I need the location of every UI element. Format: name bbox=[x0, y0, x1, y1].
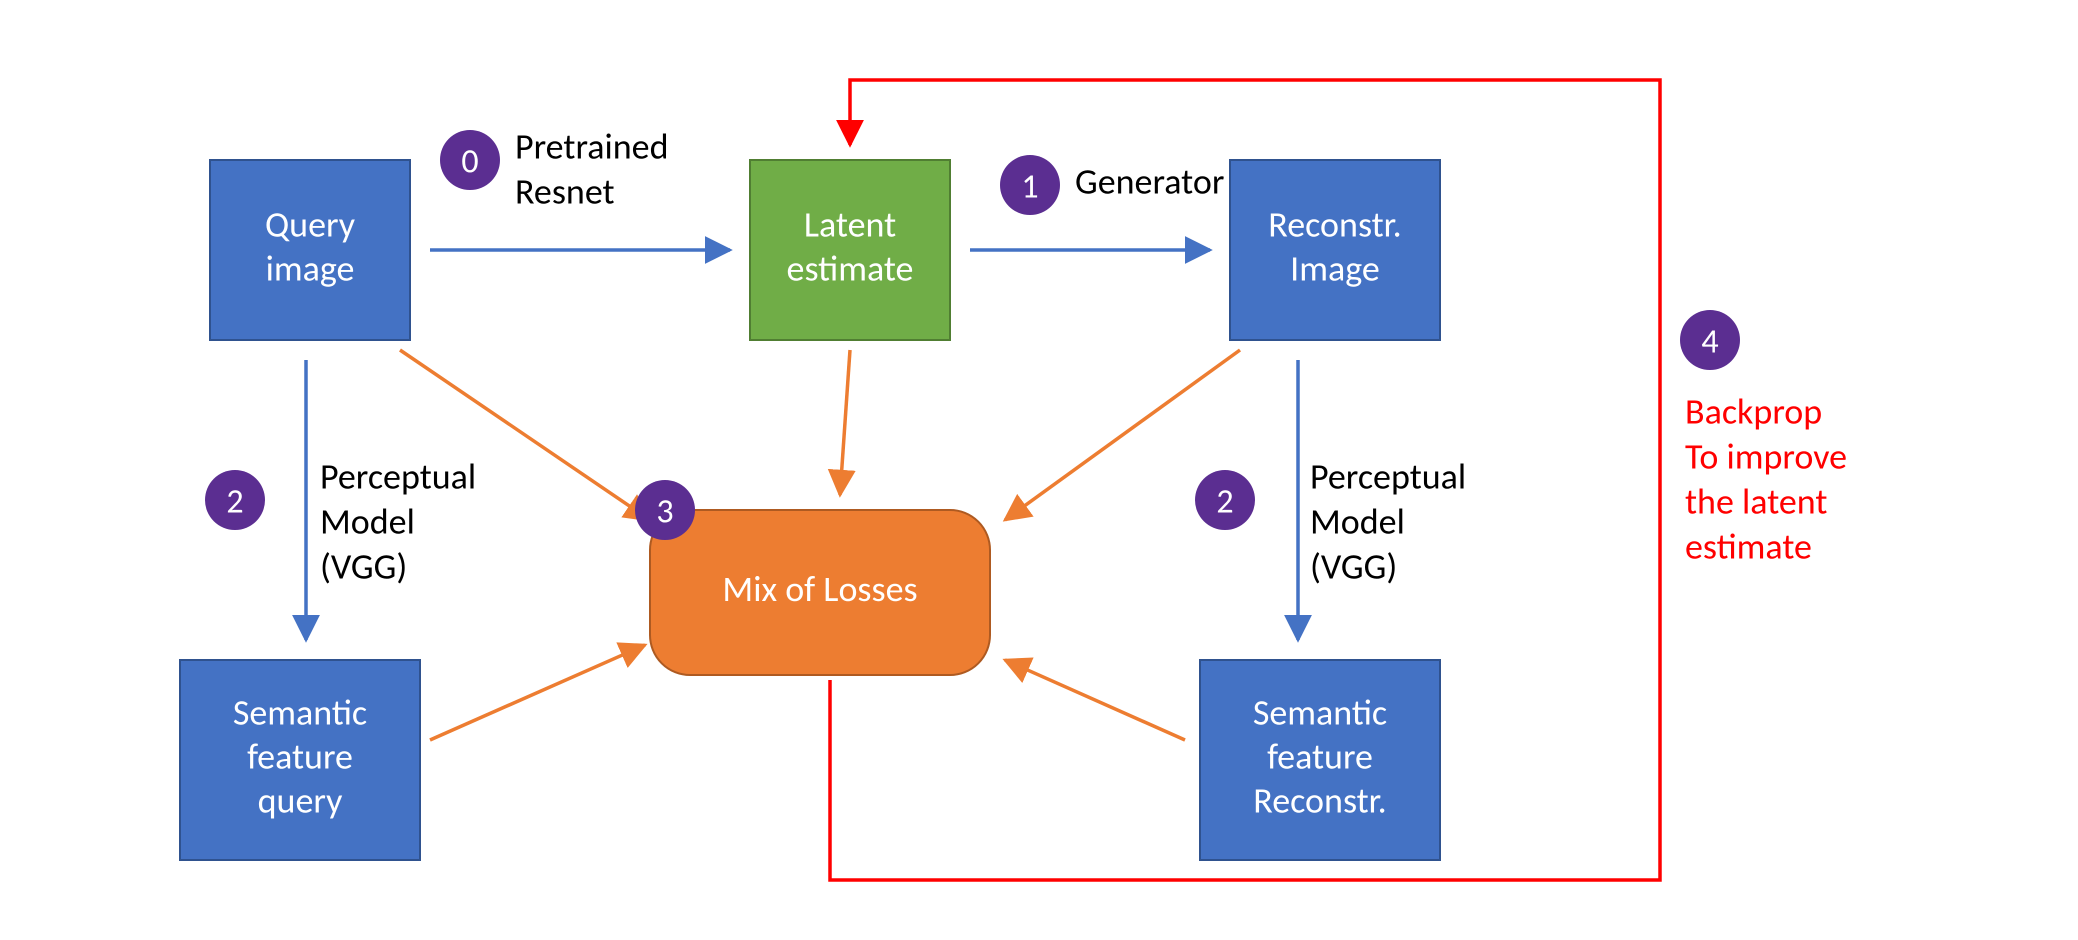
reconstr-image-node: Reconstr.Image bbox=[1230, 160, 1440, 340]
reconstr-image-node-line-1: Image bbox=[1290, 247, 1380, 291]
latent-estimate-node-line-1: estimate bbox=[787, 247, 914, 291]
semantic-feature-reconstr-node-line-2: Reconstr. bbox=[1253, 779, 1386, 823]
orange-arrow-3 bbox=[430, 645, 645, 740]
mix-of-losses-node: Mix of Losses bbox=[650, 510, 990, 675]
query-image-node-line-1: image bbox=[266, 247, 355, 291]
perceptual-model-right-label-line-0: Perceptual bbox=[1310, 455, 1466, 499]
perceptual-model-right-label-line-1: Model bbox=[1310, 500, 1405, 544]
semantic-feature-query-node-line-0: Semantic bbox=[233, 691, 367, 735]
semantic-feature-query-node: Semanticfeaturequery bbox=[180, 660, 420, 860]
badge-3: 3 bbox=[635, 480, 695, 540]
latent-estimate-node: Latentestimate bbox=[750, 160, 950, 340]
pretrained-resnet-label-line-0: Pretrained bbox=[515, 125, 669, 169]
badge-1-label: 1 bbox=[1021, 167, 1038, 208]
perceptual-model-left-label-line-2: (VGG) bbox=[320, 545, 407, 589]
semantic-feature-reconstr-node-line-1: feature bbox=[1267, 735, 1373, 779]
backprop-label-line-0: Backprop bbox=[1685, 390, 1822, 434]
mix-of-losses-node-line-0: Mix of Losses bbox=[722, 567, 917, 611]
latent-estimate-node-line-0: Latent bbox=[804, 203, 896, 247]
badge-2-right-label: 2 bbox=[1216, 482, 1233, 523]
orange-arrow-4 bbox=[1005, 660, 1185, 740]
badge-1: 1 bbox=[1000, 155, 1060, 215]
backprop-label-line-2: the latent bbox=[1685, 480, 1827, 524]
backprop-label-line-1: To improve bbox=[1685, 435, 1847, 479]
perceptual-model-left-label-line-1: Model bbox=[320, 500, 415, 544]
diagram-canvas: QueryimageLatentestimateReconstr.ImageSe… bbox=[0, 0, 2078, 940]
pretrained-resnet-label-line-1: Resnet bbox=[515, 170, 615, 214]
query-image-node: Queryimage bbox=[210, 160, 410, 340]
badge-2-right: 2 bbox=[1195, 470, 1255, 530]
badge-4: 4 bbox=[1680, 310, 1740, 370]
badge-3-label: 3 bbox=[656, 492, 673, 533]
query-image-node-line-0: Query bbox=[265, 203, 356, 247]
semantic-feature-query-node-line-2: query bbox=[258, 779, 343, 823]
perceptual-model-left-label-line-0: Perceptual bbox=[320, 455, 476, 499]
backprop-label-line-3: estimate bbox=[1685, 525, 1812, 569]
badge-4-label: 4 bbox=[1701, 322, 1718, 363]
badge-0-label: 0 bbox=[461, 142, 478, 183]
labels-group: PretrainedResnetGeneratorPerceptualModel… bbox=[320, 125, 1847, 589]
semantic-feature-reconstr-node: SemanticfeatureReconstr. bbox=[1200, 660, 1440, 860]
badge-2-left-label: 2 bbox=[226, 482, 243, 523]
badge-2-left: 2 bbox=[205, 470, 265, 530]
semantic-feature-query-node-line-1: feature bbox=[247, 735, 353, 779]
orange-arrow-1 bbox=[840, 350, 850, 495]
badge-0: 0 bbox=[440, 130, 500, 190]
generator-label-line-0: Generator bbox=[1075, 160, 1224, 204]
reconstr-image-node-line-0: Reconstr. bbox=[1268, 203, 1401, 247]
perceptual-model-right-label-line-2: (VGG) bbox=[1310, 545, 1397, 589]
semantic-feature-reconstr-node-line-0: Semantic bbox=[1253, 691, 1387, 735]
